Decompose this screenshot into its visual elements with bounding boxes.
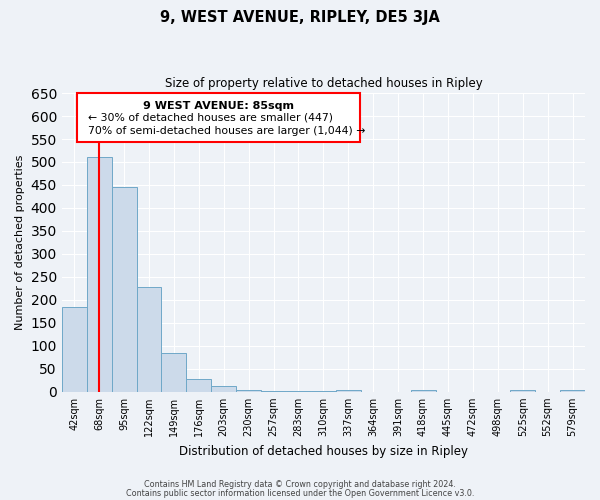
Text: Contains public sector information licensed under the Open Government Licence v3: Contains public sector information licen… <box>126 488 474 498</box>
Bar <box>211 386 236 392</box>
Bar <box>336 390 361 392</box>
Bar <box>187 379 211 392</box>
Bar <box>410 390 436 392</box>
X-axis label: Distribution of detached houses by size in Ripley: Distribution of detached houses by size … <box>179 444 468 458</box>
Bar <box>87 158 112 392</box>
Bar <box>261 391 286 392</box>
Bar <box>311 391 336 392</box>
Bar <box>560 390 585 392</box>
Bar <box>62 307 87 392</box>
Text: 70% of semi-detached houses are larger (1,044) →: 70% of semi-detached houses are larger (… <box>88 126 365 136</box>
Text: 9, WEST AVENUE, RIPLEY, DE5 3JA: 9, WEST AVENUE, RIPLEY, DE5 3JA <box>160 10 440 25</box>
Bar <box>286 391 311 392</box>
Text: 9 WEST AVENUE: 85sqm: 9 WEST AVENUE: 85sqm <box>143 100 294 110</box>
Bar <box>510 390 535 392</box>
FancyBboxPatch shape <box>77 93 360 142</box>
Bar <box>161 352 187 392</box>
Title: Size of property relative to detached houses in Ripley: Size of property relative to detached ho… <box>164 78 482 90</box>
Text: Contains HM Land Registry data © Crown copyright and database right 2024.: Contains HM Land Registry data © Crown c… <box>144 480 456 489</box>
Bar <box>236 390 261 392</box>
Bar <box>112 188 137 392</box>
Text: ← 30% of detached houses are smaller (447): ← 30% of detached houses are smaller (44… <box>88 112 333 122</box>
Bar <box>137 287 161 392</box>
Y-axis label: Number of detached properties: Number of detached properties <box>15 154 25 330</box>
